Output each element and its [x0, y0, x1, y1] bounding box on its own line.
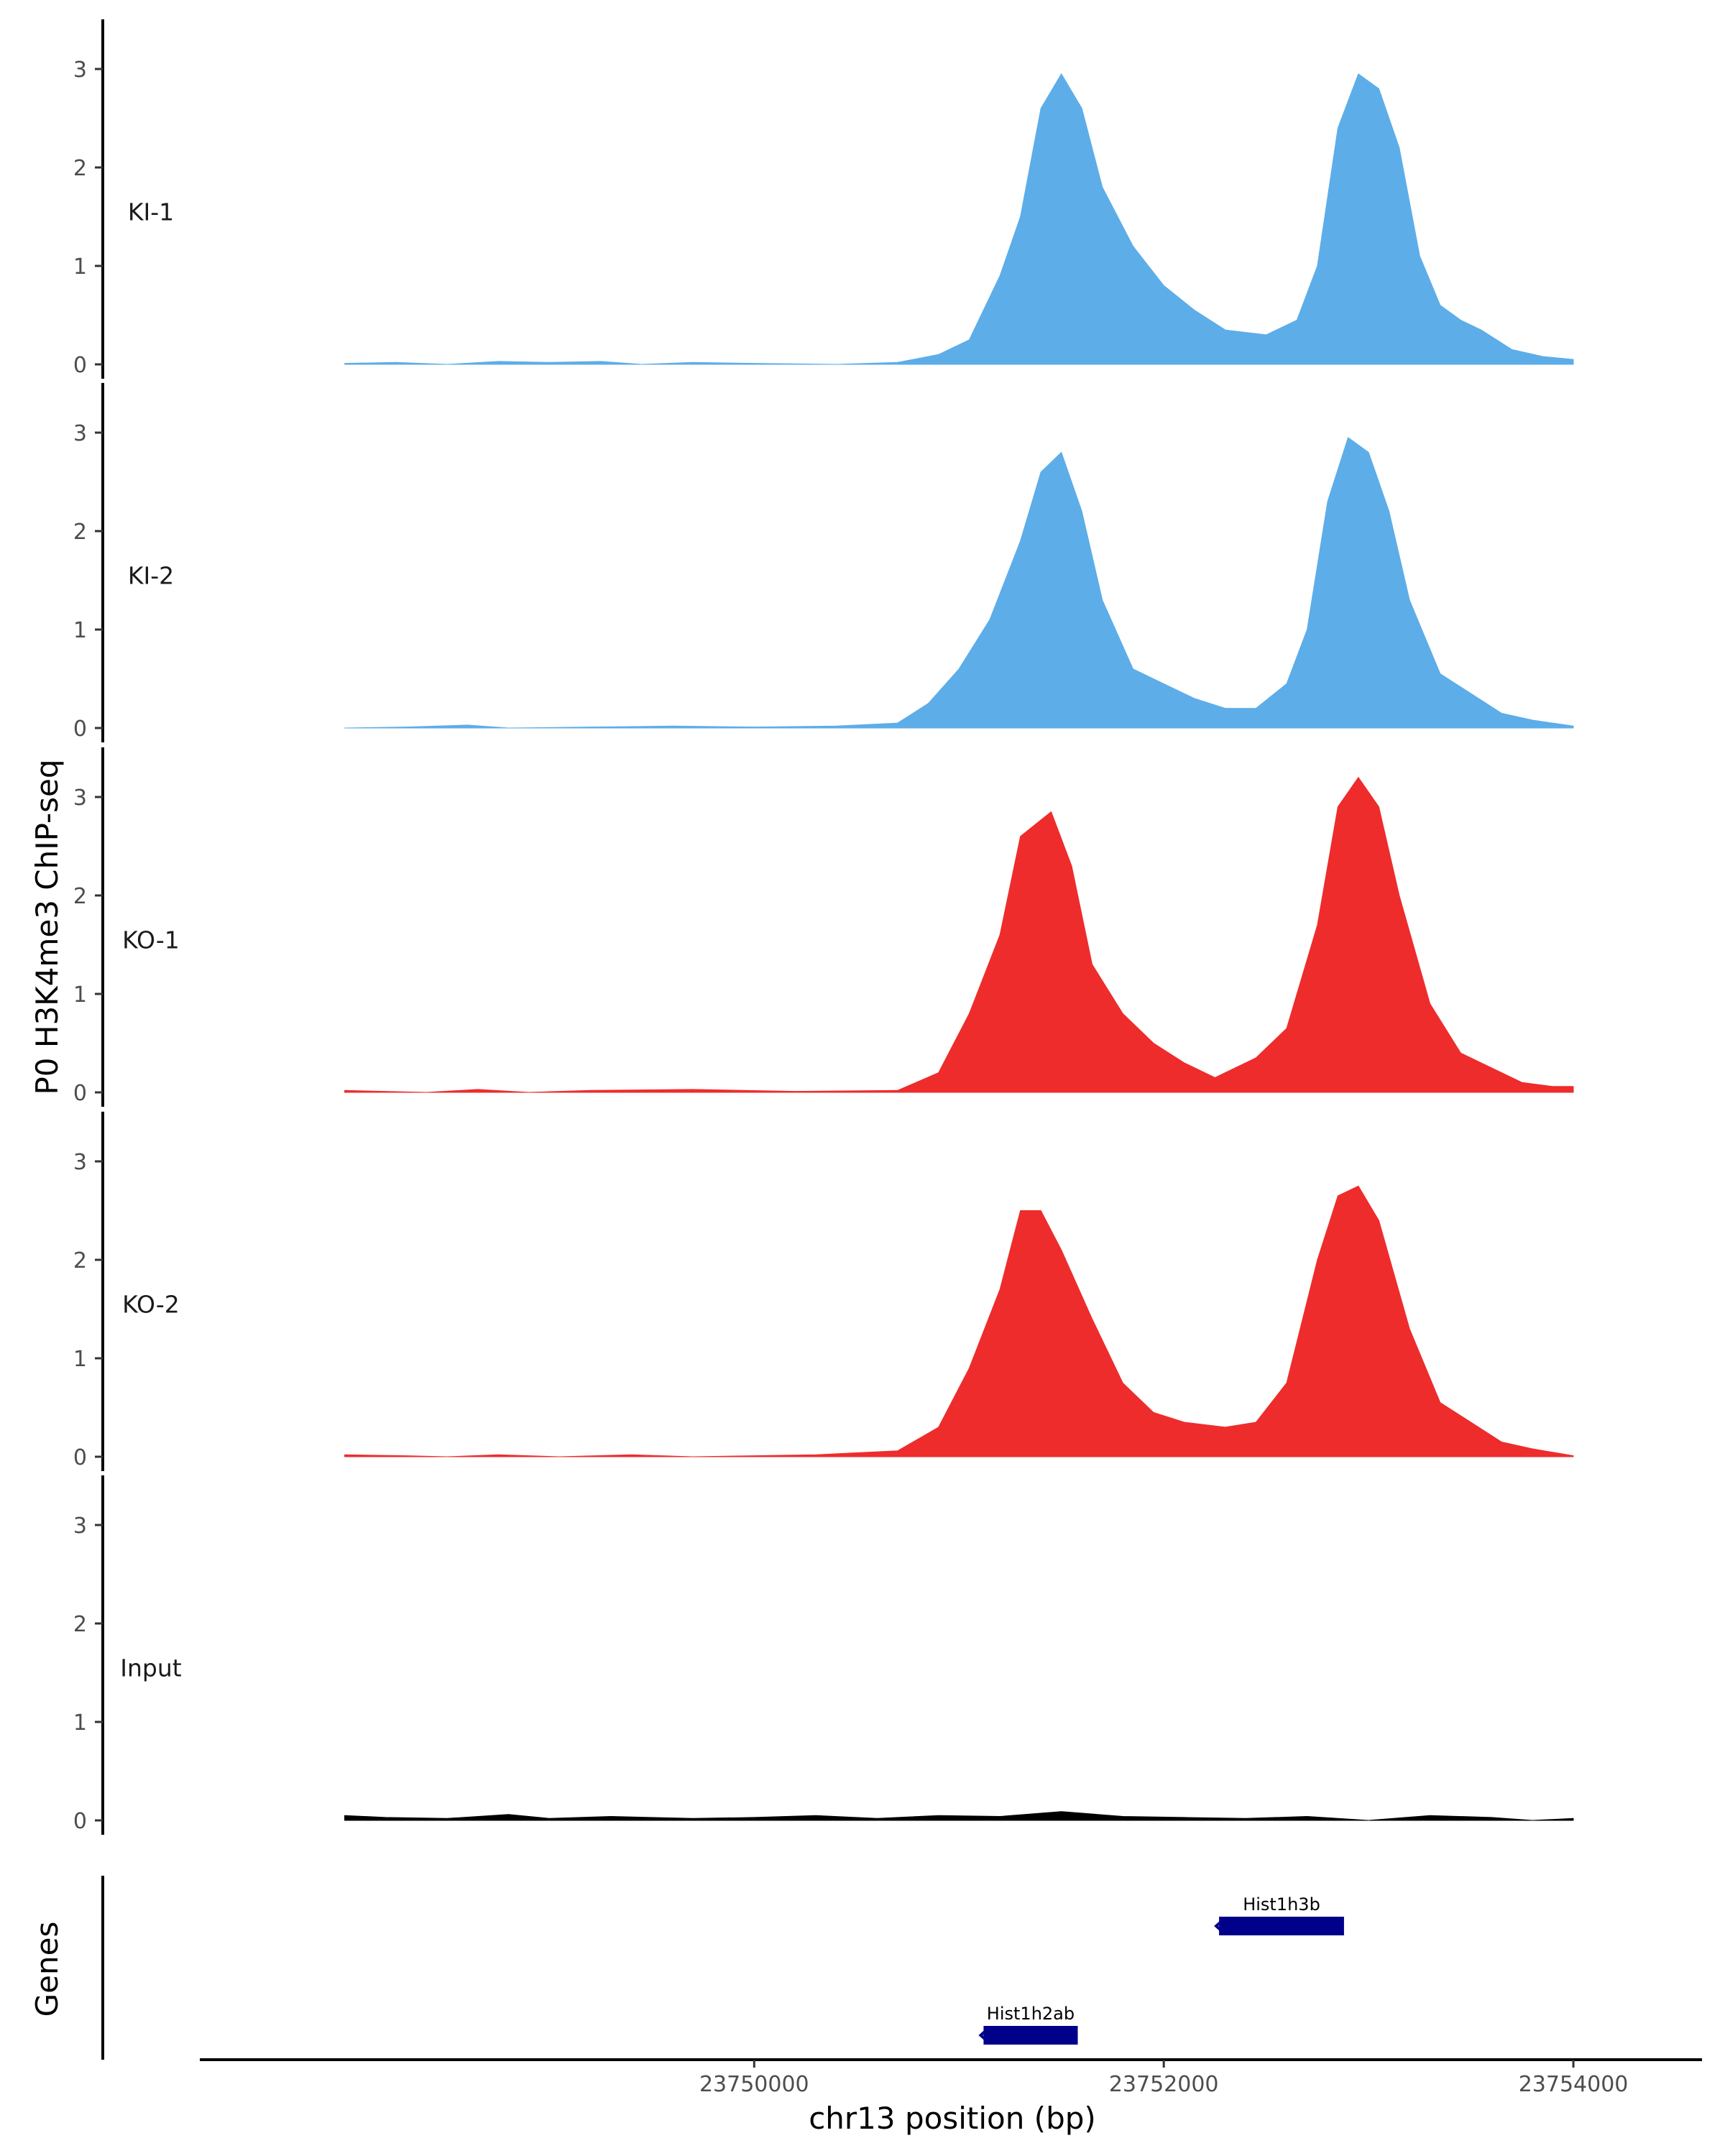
- x-tick-label: 23754000: [1519, 2072, 1629, 2097]
- track-label: KO-1: [122, 926, 180, 954]
- y-tick-label: 1: [73, 982, 87, 1008]
- strand-arrow: [1214, 1918, 1225, 1934]
- coverage-area-ki-2: [344, 437, 1574, 729]
- y-tick-label: 0: [73, 1809, 87, 1834]
- y-tick-label: 3: [73, 421, 87, 446]
- y-tick-label: 2: [73, 1248, 87, 1273]
- track-input: 0 1 2 3 Input: [73, 1475, 1574, 1835]
- y-tick-label: 0: [73, 717, 87, 742]
- y-tick-label: 2: [73, 156, 87, 181]
- y-axis-title: P0 H3K4me3 ChIP-seq: [29, 759, 65, 1095]
- genes-axis-title: Genes: [29, 1922, 65, 2017]
- y-tick-label: 1: [73, 254, 87, 280]
- track-label: KI-1: [128, 198, 174, 226]
- y-tick-label: 1: [73, 1347, 87, 1372]
- coverage-area-input: [344, 1811, 1574, 1821]
- track-label: KI-2: [128, 562, 174, 590]
- y-tick-label: 3: [73, 57, 87, 83]
- gene-hist1h2ab: Hist1h2ab: [978, 2004, 1078, 2045]
- y-tick-label: 3: [73, 786, 87, 811]
- track-ki-2: 0 1 2 3 KI-2: [73, 382, 1574, 742]
- coverage-area-ko-1: [344, 777, 1574, 1093]
- y-tick-label: 3: [73, 1514, 87, 1539]
- x-axis-title: chr13 position (bp): [809, 2101, 1096, 2136]
- coverage-tracks: 0 1 2 3 KI-1 0 1 2 3 KI-2 0 1 2 3 KO-1 0 1 2 3 KO-2 0 1 2 3 Inpu…: [73, 19, 1574, 1835]
- x-axis: 23750000 23752000 23754000: [200, 2058, 1702, 2097]
- y-tick-label: 2: [73, 1612, 87, 1637]
- track-label: KO-2: [122, 1291, 180, 1319]
- strand-arrow: [978, 2027, 989, 2043]
- gene-body: [983, 2026, 1078, 2045]
- track-ko-2: 0 1 2 3 KO-2: [73, 1111, 1574, 1471]
- y-tick-label: 0: [73, 1445, 87, 1470]
- gene-hist1h3b: Hist1h3b: [1214, 1894, 1344, 1935]
- y-tick-label: 1: [73, 1710, 87, 1736]
- gene-body: [1219, 1917, 1344, 1935]
- gene-label: Hist1h3b: [1243, 1894, 1320, 1915]
- y-tick-label: 1: [73, 618, 87, 643]
- track-ko-1: 0 1 2 3 KO-1: [73, 747, 1574, 1107]
- gene-label: Hist1h2ab: [987, 2004, 1075, 2024]
- y-tick-label: 2: [73, 520, 87, 545]
- coverage-area-ki-1: [344, 73, 1574, 365]
- x-tick-label: 23752000: [1109, 2072, 1219, 2097]
- y-tick-label: 2: [73, 884, 87, 909]
- coverage-area-ko-2: [344, 1185, 1574, 1457]
- x-tick-label: 23750000: [699, 2072, 809, 2097]
- genes-track: Hist1h3b Hist1h2ab: [101, 1876, 1344, 2060]
- y-tick-label: 0: [73, 353, 87, 378]
- track-label: Input: [120, 1654, 182, 1682]
- track-ki-1: 0 1 2 3 KI-1: [73, 19, 1574, 379]
- y-tick-label: 0: [73, 1081, 87, 1106]
- y-tick-label: 3: [73, 1150, 87, 1175]
